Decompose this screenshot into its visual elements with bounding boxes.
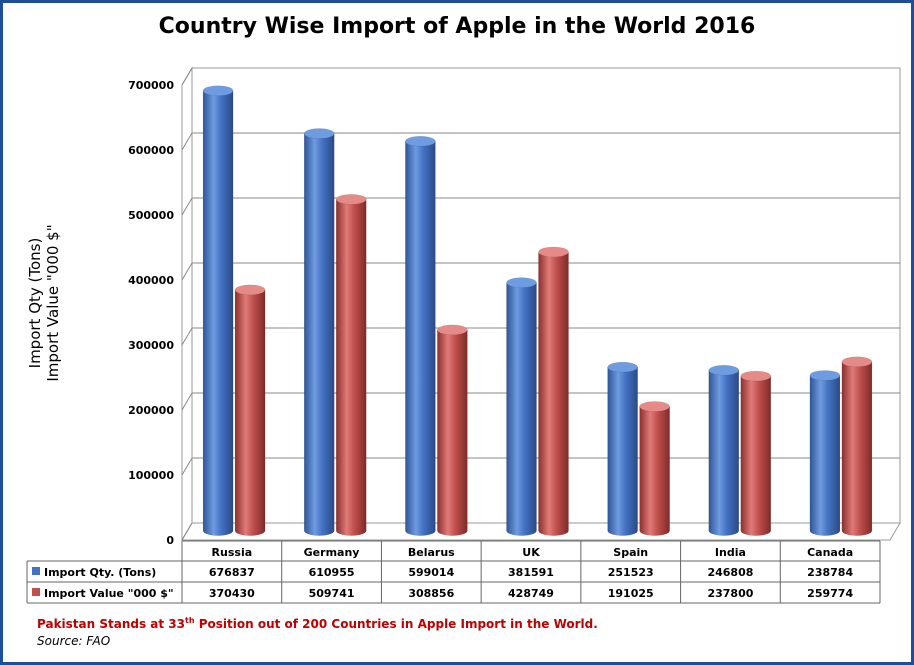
bar-top: [437, 324, 468, 336]
bar-value: [639, 401, 670, 536]
bar-body: [234, 289, 266, 536]
y-tick-label: 400000: [128, 274, 174, 287]
y-tick-label: 0: [166, 534, 174, 547]
y-tick-label: 700000: [128, 79, 174, 92]
bar-top: [506, 277, 537, 288]
bar-qty: [607, 361, 638, 536]
table-cell-value: 676837: [209, 566, 255, 579]
bar-body: [506, 282, 537, 536]
side-wall: [181, 66, 193, 542]
footnote-sup: th: [185, 616, 195, 625]
legend-label: Import Qty. (Tons): [44, 566, 156, 579]
bar-value: [841, 356, 873, 536]
footnote-after: Position out of 200 Countries in Apple I…: [194, 617, 598, 631]
bar-top: [639, 401, 670, 412]
bar-top: [841, 356, 873, 368]
legend-label: Import Value "000 $": [44, 587, 174, 600]
gridline-side: [181, 197, 193, 216]
gridline-side: [181, 67, 193, 86]
bar-top: [607, 361, 638, 373]
bar-value: [234, 284, 266, 536]
bar-body: [607, 366, 638, 536]
y-tick-label: 200000: [128, 404, 174, 417]
y-tick-label: 100000: [128, 469, 174, 482]
table-cell-value: 610955: [309, 566, 355, 579]
bar-body: [202, 90, 234, 536]
footnote: Pakistan Stands at 33th Position out of …: [37, 616, 598, 631]
bar-top: [303, 128, 335, 139]
bar-value: [740, 370, 772, 536]
category-label: Russia: [212, 546, 253, 559]
footnote-before: Pakistan Stands at 33: [37, 617, 186, 631]
bar-top: [202, 85, 234, 96]
bar-top: [708, 364, 740, 376]
bar-body: [841, 361, 873, 536]
bar-body: [405, 141, 436, 536]
table-cell-value: 238784: [807, 566, 853, 579]
table-cell-value: 246808: [707, 566, 753, 579]
chart-title: Country Wise Import of Apple in the Worl…: [158, 14, 756, 39]
table-cell-value: 599014: [408, 566, 454, 579]
bar-qty: [405, 136, 436, 536]
bar-top: [234, 284, 266, 296]
bar-qty: [202, 85, 234, 536]
bar-body: [437, 329, 468, 536]
bar-body: [538, 251, 569, 536]
bar-top: [538, 246, 569, 258]
category-label: India: [715, 546, 746, 559]
table-cell-value: 509741: [309, 587, 355, 600]
gridline-side: [181, 457, 193, 476]
bar-top: [405, 136, 436, 147]
bar-body: [708, 369, 740, 536]
bar-value: [335, 194, 367, 536]
bar-body: [740, 375, 772, 536]
legend-swatch: [32, 567, 40, 575]
data-table: Russia Germany Belarus UK Spain India Canada Im…: [26, 540, 881, 604]
gridline-side: [181, 262, 193, 281]
table-cell-value: 237800: [707, 587, 753, 600]
bar-body: [639, 406, 670, 536]
legend-swatch: [32, 588, 40, 596]
table-cell-value: 428749: [508, 587, 554, 600]
table-cell-value: 308856: [408, 587, 454, 600]
bar-top: [335, 194, 367, 205]
table-cell-value: 251523: [608, 566, 654, 579]
table-cell-value: 370430: [209, 587, 255, 600]
gridline-side: [181, 522, 193, 541]
category-label: Spain: [613, 546, 648, 559]
bar-value: [437, 324, 468, 536]
y-tick-label: 600000: [128, 144, 174, 157]
bars: [202, 85, 873, 536]
source-note: Source: FAO: [37, 634, 111, 648]
gridline-side: [181, 392, 193, 411]
bar-top: [740, 370, 772, 382]
bar-body: [809, 375, 841, 536]
category-label: Canada: [807, 546, 853, 559]
y-tick-labels: 0 100000 200000 300000 400000 500000 600000 700…: [128, 79, 174, 547]
bar-qty: [303, 128, 335, 536]
gridline-side: [181, 132, 193, 151]
bar-qty: [809, 370, 841, 536]
bar-top: [809, 370, 841, 381]
table-cell-value: 259774: [807, 587, 853, 600]
bar-body: [335, 199, 367, 536]
bar-qty: [708, 364, 740, 536]
bar-qty: [506, 277, 537, 536]
table-cell-value: 381591: [508, 566, 554, 579]
y-tick-label: 300000: [128, 339, 174, 352]
category-label: Germany: [304, 546, 360, 559]
y-tick-label: 500000: [128, 209, 174, 222]
table-cell-value: 191025: [608, 587, 654, 600]
bar-value: [538, 246, 569, 536]
category-label: Belarus: [408, 546, 455, 559]
category-label: UK: [522, 546, 540, 559]
gridline-side: [181, 327, 193, 346]
bar-body: [303, 133, 335, 536]
